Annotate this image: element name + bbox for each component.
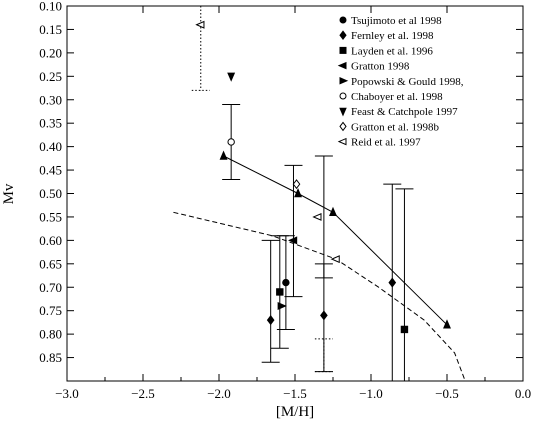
x-tick-label: −3.0 [55, 386, 79, 401]
legend-label: Layden et al. 1996 [351, 45, 433, 57]
open-diamond-marker [339, 121, 347, 132]
trend-lines [173, 155, 466, 382]
solid-trend-line [223, 155, 448, 326]
error-bar [395, 188, 414, 381]
legend-label: Popowski & Gould 1998, [351, 76, 464, 88]
open-triangle-left-marker [312, 212, 322, 221]
y-tick-label: 0.45 [39, 163, 62, 178]
filled-triangle-down-marker [227, 72, 236, 82]
legend-label: Tsujimoto et al 1998 [351, 15, 442, 27]
filled-triangle-left-marker [288, 236, 298, 245]
filled-triangle-right-marker [339, 77, 349, 85]
filled-triangle-down-marker [339, 107, 347, 117]
y-axis-title: Mv [1, 183, 17, 204]
legend-item: Feast & Catchpole 1997 [339, 106, 458, 118]
legend-item: Layden et al. 1996 [339, 45, 433, 57]
y-tick-label: 0.85 [39, 350, 62, 365]
y-tick-label: 0.10 [39, 0, 62, 14]
filled-triangle-right-marker [277, 302, 287, 310]
filled-triangle-up-marker [219, 150, 228, 160]
x-tick-label: −1.5 [283, 386, 307, 401]
y-tick-label: 0.35 [39, 116, 62, 131]
legend-item: Fernley et al. 1998 [339, 30, 434, 42]
filled-diamond-marker [388, 277, 397, 288]
y-tick-label: 0.50 [39, 186, 62, 201]
y-tick-label: 0.20 [39, 45, 62, 60]
filled-square-marker [339, 46, 347, 54]
legend-item: Tsujimoto et al 1998 [339, 15, 442, 27]
y-tick-label: 0.15 [39, 22, 62, 37]
y-tick-label: 0.75 [39, 303, 62, 318]
legend-label: Chaboyer et al. 1998 [351, 91, 443, 103]
y-tick-label: 0.80 [39, 327, 62, 342]
filled-triangle-up-marker [443, 319, 451, 329]
filled-circle-marker [339, 16, 347, 24]
filled-diamond-marker [266, 315, 275, 326]
legend-label: Gratton 1998 [351, 61, 410, 73]
y-tick-label: 0.40 [39, 139, 62, 154]
open-triangle-left-marker [337, 137, 347, 146]
y-tick-label: 0.70 [39, 280, 62, 295]
filled-triangle-left-marker [337, 61, 347, 70]
open-diamond-marker [292, 179, 301, 190]
open-triangle-left-marker [195, 20, 205, 29]
error-bar [261, 239, 280, 363]
filled-diamond-marker [339, 30, 347, 41]
filled-diamond-marker [320, 310, 328, 321]
legend-item: Popowski & Gould 1998, [339, 76, 464, 88]
y-tick-label: 0.25 [39, 69, 62, 84]
dashed-trend-line [173, 211, 466, 382]
x-tick-label: −0.5 [435, 386, 459, 401]
plot-area [66, 5, 524, 382]
legend-item: Gratton 1998 [337, 61, 410, 73]
error-bar [284, 164, 303, 298]
filled-triangle-up-marker [329, 206, 337, 216]
y-tick-label: 0.55 [39, 209, 62, 224]
x-tick-label: −2.5 [131, 386, 155, 401]
filled-triangle-up-marker [294, 188, 303, 198]
data-points [195, 20, 451, 334]
legend-label: Reid et al. 1997 [351, 137, 421, 149]
legend-item: Gratton et al. 1998b [339, 121, 439, 133]
open-circle-marker [227, 138, 235, 146]
x-tick-label: −2.0 [207, 386, 231, 401]
error-bar [314, 338, 333, 373]
filled-circle-marker [282, 278, 290, 287]
x-tick-label: −1.0 [359, 386, 383, 401]
axis-ticks: −3.0 −2.5 −2.0 −1.5 −1.0 −0.5 0.0 0.10 0.15 0.20 0… [39, 0, 531, 401]
legend-label: Gratton et al. 1998b [351, 121, 439, 133]
y-tick-label: 0.60 [39, 233, 62, 248]
error-bar [191, 6, 210, 91]
open-circle-marker [339, 92, 347, 100]
legend: Tsujimoto et al 1998 Fernley et al. 1998 L… [337, 15, 464, 149]
y-tick-label: 0.30 [39, 92, 62, 107]
legend-label: Feast & Catchpole 1997 [351, 106, 458, 118]
x-axis-title: [M/H] [276, 404, 314, 420]
filled-square-marker [276, 288, 284, 296]
legend-label: Fernley et al. 1998 [351, 30, 434, 42]
y-tick-label: 0.65 [39, 256, 62, 271]
filled-square-marker [400, 325, 409, 334]
legend-item: Chaboyer et al. 1998 [339, 91, 443, 103]
x-tick-label: 0.0 [515, 386, 531, 401]
open-triangle-left-marker [330, 255, 340, 264]
legend-item: Reid et al. 1997 [337, 137, 421, 149]
